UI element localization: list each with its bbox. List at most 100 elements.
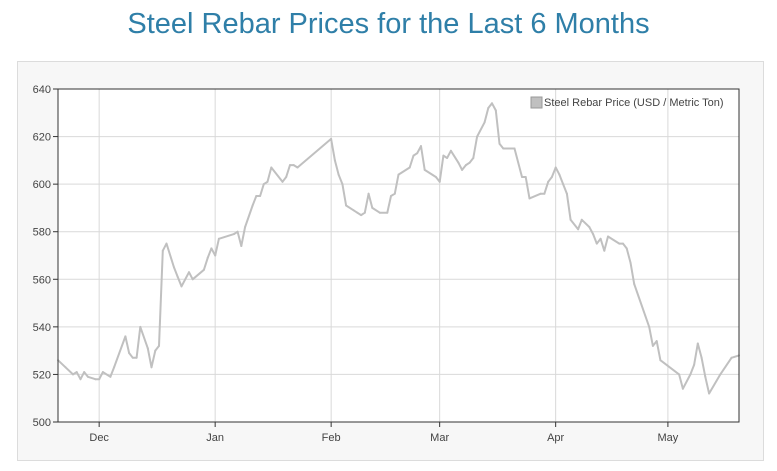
data-point [244, 226, 247, 228]
data-point [262, 183, 265, 186]
x-axis: Dec Jan Feb Mar Apr May [89, 422, 679, 444]
data-point [696, 342, 699, 345]
grid-lines [58, 88, 739, 423]
data-point [588, 226, 591, 228]
data-point [659, 359, 662, 362]
y-tick-label: 580 [33, 227, 51, 239]
data-point [206, 256, 209, 259]
data-point [408, 166, 411, 169]
chart-panel: 500 520 540 560 580 600 620 640 Dec Jan Feb Mar Apr… [17, 61, 764, 461]
data-point [420, 145, 422, 148]
x-tick-label: Feb [322, 432, 341, 444]
data-point [689, 373, 692, 376]
data-point [202, 268, 205, 271]
data-point [708, 392, 711, 395]
y-tick-label: 560 [33, 274, 51, 286]
data-point [494, 109, 497, 112]
data-point [397, 173, 400, 176]
data-point [150, 366, 153, 369]
data-point [607, 235, 609, 238]
data-point [393, 192, 396, 195]
y-tick-label: 620 [33, 132, 51, 144]
data-point [521, 176, 523, 178]
data-point [592, 233, 595, 236]
data-point [681, 387, 684, 390]
data-point [558, 173, 561, 176]
page-title: Steel Rebar Prices for the Last 6 Months [127, 8, 650, 40]
x-tick-label: Dec [89, 432, 109, 444]
series-layer [57, 102, 740, 395]
data-point [633, 283, 636, 285]
data-point [124, 335, 127, 338]
data-point [255, 195, 258, 197]
data-point [109, 375, 112, 378]
data-point [330, 137, 333, 140]
data-point [64, 366, 67, 369]
data-point [442, 154, 445, 157]
y-tick-label: 640 [33, 84, 51, 96]
data-point [622, 242, 624, 245]
data-point [524, 176, 527, 178]
data-point [72, 373, 74, 376]
data-point [86, 375, 89, 378]
data-point [498, 142, 501, 145]
data-point [603, 249, 606, 252]
data-point [266, 180, 269, 183]
x-tick-label: Mar [430, 432, 449, 444]
data-point [491, 102, 493, 105]
y-tick-label: 540 [33, 322, 51, 334]
data-point [730, 356, 733, 359]
data-point [562, 183, 565, 186]
data-point [296, 166, 299, 169]
data-point [569, 218, 572, 221]
data-point [180, 285, 183, 288]
data-point [648, 325, 651, 328]
legend[interactable]: Steel Rebar Price (USD / Metric Ton) [530, 96, 724, 109]
data-point [543, 192, 546, 195]
data-point [502, 147, 505, 150]
data-point [595, 242, 598, 245]
data-point [390, 195, 392, 197]
data-point [363, 211, 366, 214]
data-point [135, 356, 138, 359]
data-point [352, 209, 355, 212]
data-point [577, 228, 580, 231]
data-point [191, 278, 194, 281]
data-point [113, 366, 116, 369]
data-point [700, 356, 703, 359]
data-point [655, 340, 658, 343]
data-point [158, 344, 160, 347]
data-point [378, 211, 381, 214]
data-point [161, 249, 164, 252]
legend-label: Steel Rebar Price (USD / Metric Ton) [544, 97, 724, 109]
data-point [173, 266, 175, 269]
data-point [468, 161, 471, 164]
data-point [165, 242, 168, 245]
data-point [423, 168, 426, 171]
x-tick-label: Apr [547, 432, 564, 444]
data-point [285, 176, 288, 178]
data-point [281, 180, 284, 183]
data-point [513, 147, 516, 150]
data-point [337, 173, 340, 176]
data-point [678, 373, 681, 376]
data-point [367, 192, 370, 195]
data-point [476, 135, 479, 138]
data-point [240, 245, 243, 247]
data-point [131, 356, 134, 359]
data-point [580, 218, 583, 221]
x-tick-label: May [658, 432, 679, 444]
data-point [94, 378, 97, 381]
data-point [550, 176, 553, 178]
data-point [693, 363, 696, 366]
data-point [472, 157, 475, 159]
data-point [719, 373, 722, 376]
legend-swatch [530, 96, 543, 109]
data-point [154, 349, 157, 352]
data-point [188, 271, 190, 274]
data-point [360, 214, 363, 217]
data-point [98, 378, 101, 381]
data-point [289, 164, 291, 167]
data-point [464, 164, 467, 167]
data-point [101, 371, 104, 374]
